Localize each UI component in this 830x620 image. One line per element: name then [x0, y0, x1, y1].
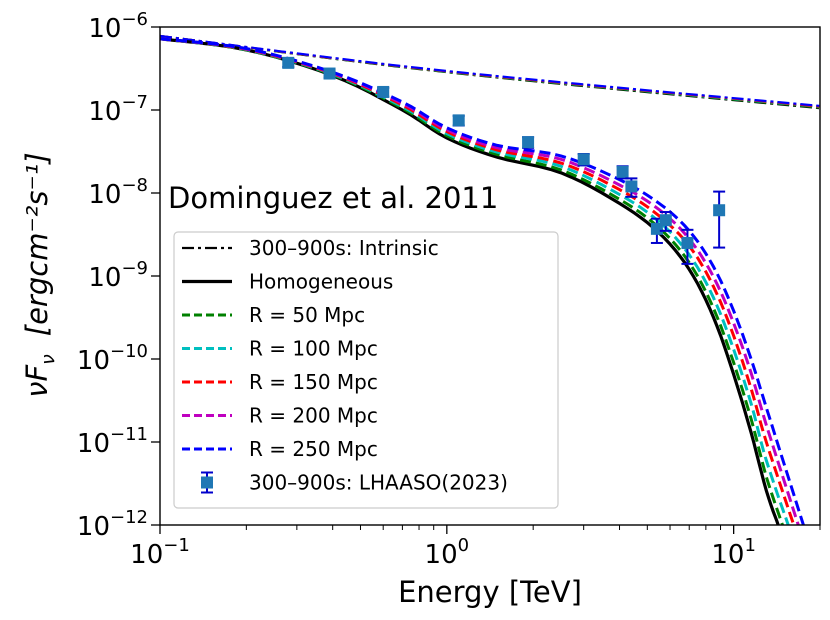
legend-label: 300–900s: LHAASO(2023) — [249, 471, 508, 495]
y-tick-label: 10−11 — [77, 424, 148, 459]
data-marker — [625, 180, 638, 193]
data-point — [323, 67, 336, 80]
curve-r-200-mpc — [160, 37, 800, 525]
data-point — [377, 85, 390, 98]
y-axis-label-units: [ergcm⁻²s⁻¹] — [20, 152, 54, 336]
y-tick-label: 10−7 — [88, 92, 148, 127]
legend-marker — [201, 476, 213, 489]
legend-label: R = 150 Mpc — [249, 370, 378, 394]
data-point — [452, 114, 465, 127]
x-tick-label: 100 — [425, 535, 470, 570]
legend-entry: 300–900s: LHAASO(2023) — [201, 471, 508, 495]
data-marker — [616, 165, 629, 178]
legend-entry: R = 50 Mpc — [182, 303, 365, 327]
legend-box — [173, 231, 559, 509]
y-tick-label: 10−6 — [88, 9, 148, 44]
legend-entry: R = 100 Mpc — [182, 337, 378, 361]
legend: 300–900s: Intrinsic Homogeneous R = 50 Mpc… — [173, 231, 559, 509]
legend-entry: R = 250 Mpc — [182, 437, 378, 461]
data-marker — [282, 56, 295, 69]
y-axis-label-subscript: ν — [37, 354, 59, 365]
y-axis-label: νFν [ergcm⁻²s⁻¹] — [20, 152, 59, 397]
y-tick-label: 10−8 — [88, 175, 148, 210]
legend-label: 300–900s: Intrinsic — [249, 236, 439, 260]
curve-r-150-mpc — [160, 37, 796, 525]
data-point — [616, 165, 629, 180]
data-marker — [577, 153, 590, 166]
data-point — [282, 56, 295, 69]
legend-label: R = 100 Mpc — [249, 337, 378, 361]
model-annotation: Dominguez et al. 2011 — [168, 181, 498, 215]
data-marker — [452, 114, 465, 127]
model-curves — [160, 34, 820, 525]
legend-entry: R = 150 Mpc — [182, 370, 378, 394]
y-tick-label: 10−9 — [88, 258, 148, 293]
data-point — [681, 228, 694, 265]
legend-entry: 300–900s: Intrinsic — [182, 236, 439, 260]
y-axis-label-prefix: νF — [20, 364, 54, 398]
curve-r-100-mpc — [160, 37, 790, 525]
x-tick-label: 101 — [711, 535, 756, 570]
data-point — [659, 211, 672, 232]
x-axis-label: Energy [TeV] — [398, 575, 582, 609]
data-marker — [713, 204, 726, 217]
legend-label: Homogeneous — [249, 270, 393, 294]
curve-r-250-mpc — [160, 37, 805, 525]
lhaaso-data-points — [282, 56, 726, 265]
x-tick-label: 10−1 — [130, 535, 190, 570]
curve-homogeneous — [160, 37, 780, 525]
data-point — [577, 153, 590, 167]
legend-label: R = 50 Mpc — [249, 303, 365, 327]
data-marker — [522, 136, 535, 149]
legend-label: R = 250 Mpc — [249, 437, 378, 461]
y-tick-label: 10−10 — [77, 341, 148, 376]
data-point — [625, 177, 638, 198]
legend-entry: R = 200 Mpc — [182, 404, 378, 428]
data-marker — [659, 214, 672, 227]
data-point — [713, 190, 726, 249]
data-marker — [681, 236, 694, 249]
legend-label: R = 200 Mpc — [249, 404, 378, 428]
data-marker — [377, 85, 390, 98]
data-point — [522, 136, 535, 149]
data-marker — [323, 67, 336, 80]
y-tick-label: 10−12 — [77, 507, 148, 542]
legend-entry: Homogeneous — [182, 270, 393, 294]
axis-ticks: 10−1 100 101 10−12 10−11 10−10 10−9 10−8 10−7 10−… — [77, 9, 821, 570]
